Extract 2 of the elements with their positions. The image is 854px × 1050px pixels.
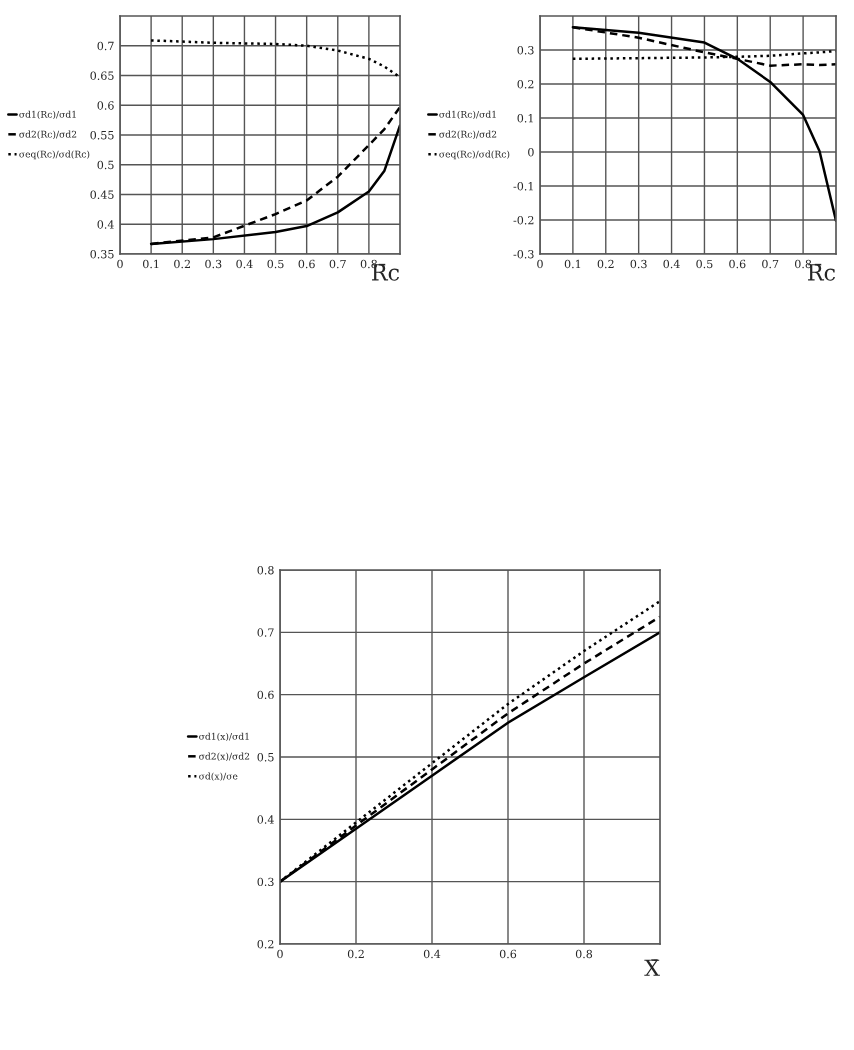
x-axis-title: R̄c xyxy=(808,263,835,281)
x-axis-title: X̄ xyxy=(644,959,660,976)
